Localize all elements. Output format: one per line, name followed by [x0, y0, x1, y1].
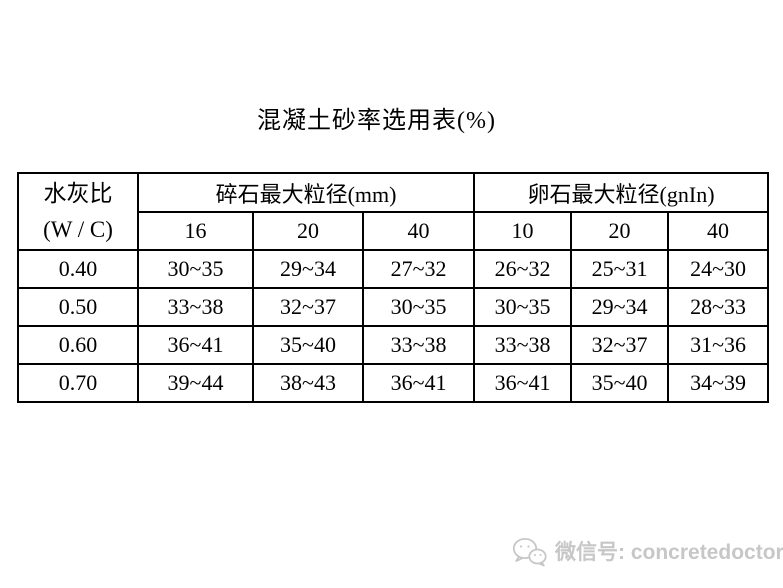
table-row: 0.60 36~41 35~40 33~38 33~38 32~37 31~36 [17, 325, 770, 365]
watermark-text: 微信号: concretedoctor [555, 541, 783, 564]
cell: 31~36 [667, 325, 770, 365]
cell: 38~43 [252, 363, 364, 403]
table-row: 0.70 39~44 38~43 36~41 36~41 35~40 34~39 [17, 363, 770, 403]
cell: 32~37 [570, 325, 670, 365]
cell: 30~35 [137, 249, 254, 289]
watermark: 微信号: concretedoctor [511, 534, 783, 568]
table-row: 0.40 30~35 29~34 27~32 26~32 25~31 24~30 [17, 249, 770, 289]
cell: 28~33 [667, 287, 770, 327]
cell: 36~41 [361, 363, 476, 403]
size-header: 16 [137, 211, 254, 251]
cell: 33~38 [473, 325, 573, 365]
page-title: 混凝土砂率选用表(%) [257, 108, 496, 134]
cell: 36~41 [137, 325, 254, 365]
cell: 26~32 [473, 249, 573, 289]
size-header: 40 [361, 211, 476, 251]
header-water-cement-ratio: 水灰比 (W / C) [17, 172, 139, 251]
cell: 30~35 [473, 287, 573, 327]
size-header: 20 [252, 211, 364, 251]
cell: 29~34 [252, 249, 364, 289]
row-header-wc: 0.50 [17, 287, 139, 327]
group-header-crushed-stone: 碎石最大粒径(mm) [136, 172, 476, 213]
header-water-cement-ratio-line1: 水灰比 [43, 180, 113, 206]
cell: 34~39 [667, 363, 770, 403]
cell: 25~31 [570, 249, 670, 289]
size-header: 40 [667, 211, 770, 251]
cell: 33~38 [361, 325, 476, 365]
cell: 35~40 [252, 325, 364, 365]
cell: 35~40 [570, 363, 670, 403]
cell: 33~38 [137, 287, 254, 327]
sand-ratio-table: 水灰比 (W / C) 碎石最大粒径(mm) 卵石最大粒径(gnIn) 16 2… [17, 172, 770, 403]
cell: 32~37 [252, 287, 364, 327]
row-header-wc: 0.60 [17, 325, 139, 365]
table-row: 0.50 33~38 32~37 30~35 30~35 29~34 28~33 [17, 287, 770, 327]
header-water-cement-ratio-line2: (W / C) [43, 216, 113, 242]
cell: 27~32 [361, 249, 476, 289]
cell: 30~35 [361, 287, 476, 327]
cell: 29~34 [570, 287, 670, 327]
cell: 36~41 [473, 363, 573, 403]
group-header-pebble: 卵石最大粒径(gnIn) [473, 172, 770, 213]
row-header-wc: 0.70 [17, 363, 139, 403]
cell: 24~30 [667, 249, 770, 289]
cell: 39~44 [137, 363, 254, 403]
size-header: 20 [570, 211, 670, 251]
wechat-icon [511, 536, 547, 567]
size-header: 10 [473, 211, 573, 251]
row-header-wc: 0.40 [17, 249, 139, 289]
